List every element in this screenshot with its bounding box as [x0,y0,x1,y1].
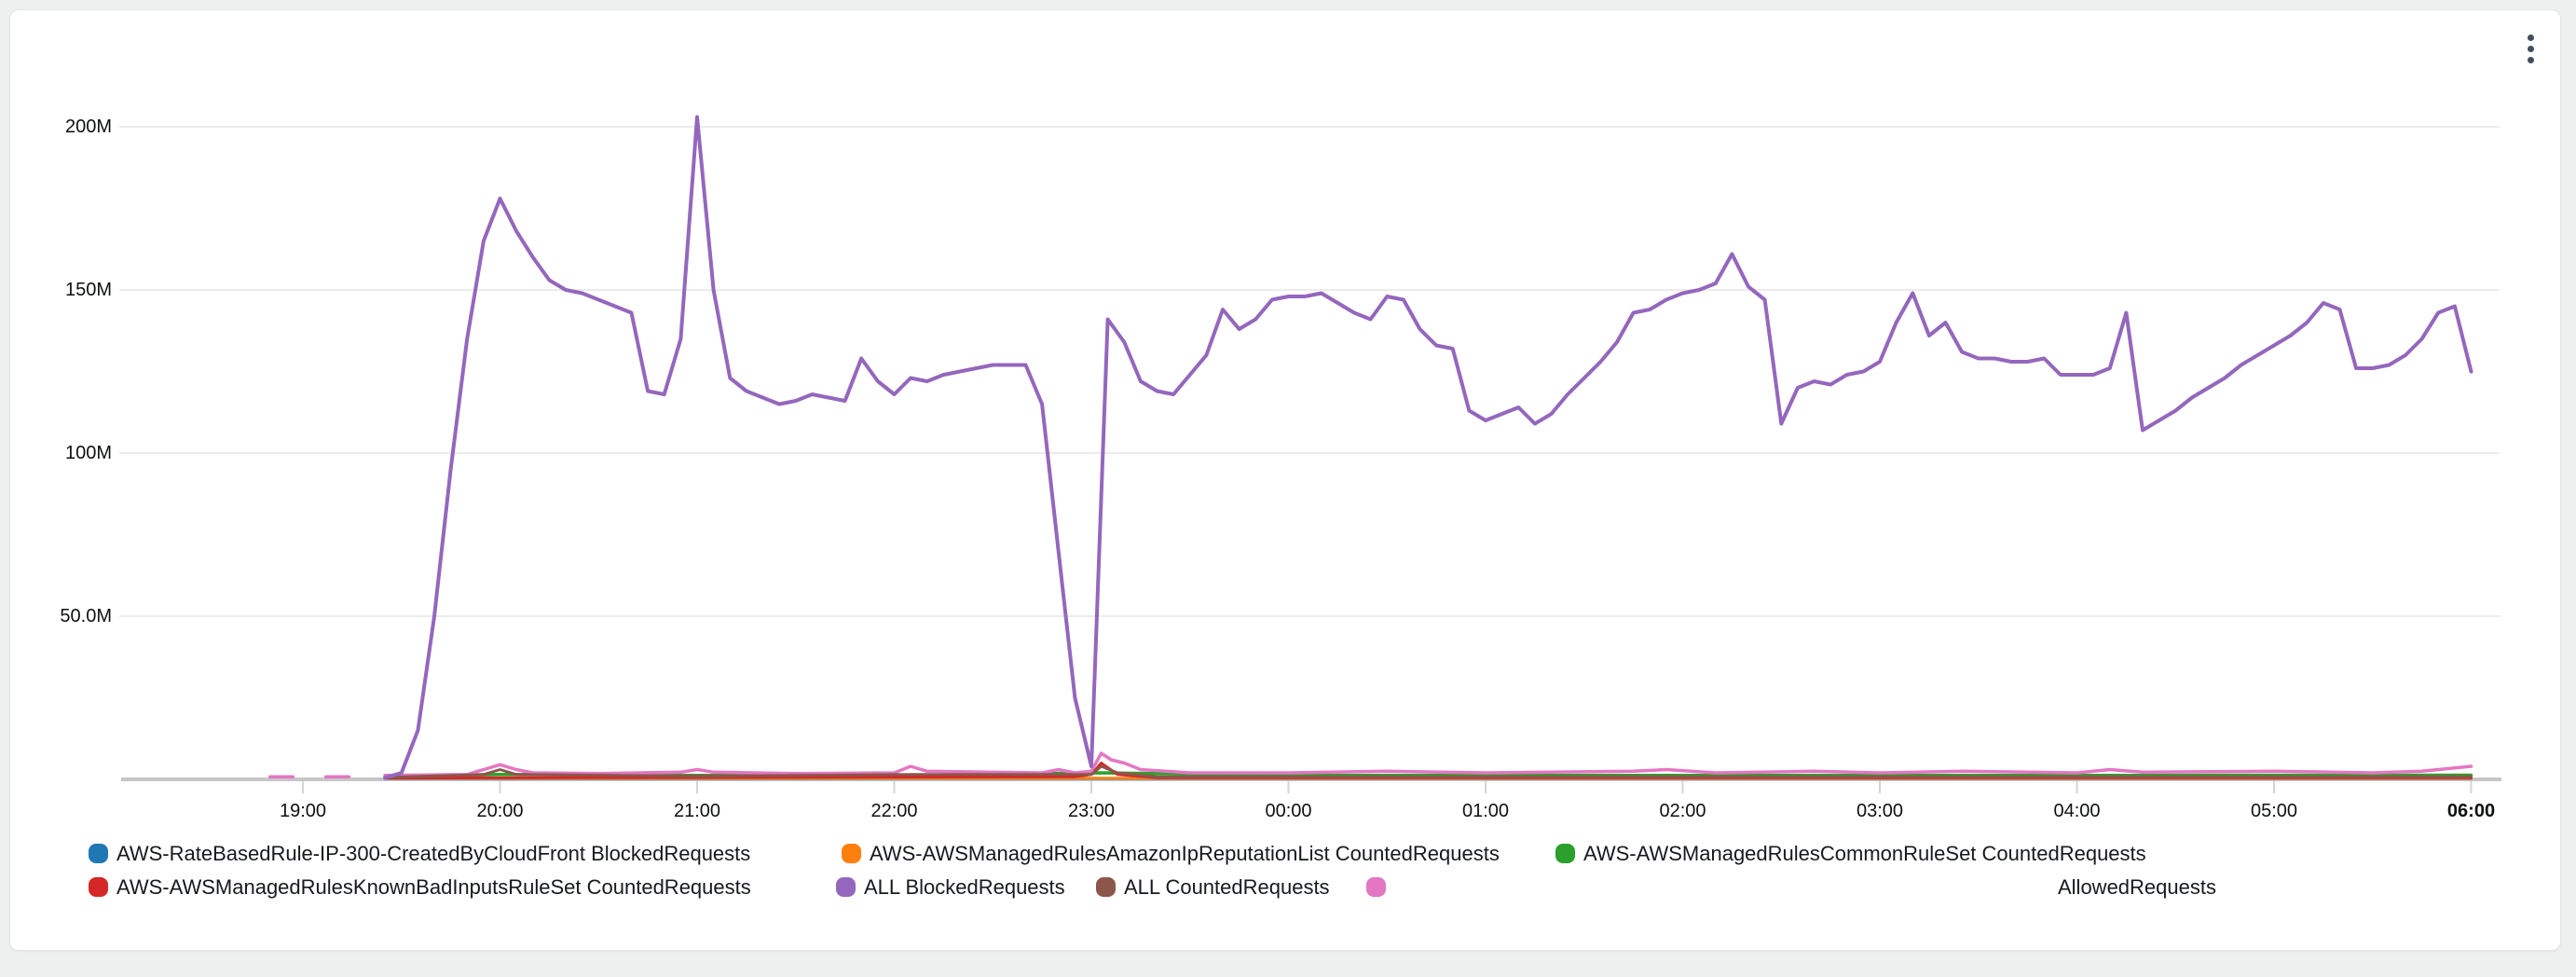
x-axis-tick-label: 23:00 [1067,801,1116,821]
series-all-countedrequests [383,764,2473,779]
legend-label: ALL BlockedRequests [864,874,1065,899]
legend-color-dot [836,877,856,897]
x-axis-tick-label: 00:00 [1265,801,1312,821]
series-allowedrequests [383,751,2473,777]
x-axis-tick-label: 06:00 [2446,801,2496,821]
legend-item-all-blockedrequests[interactable]: ALL BlockedRequests [836,874,1065,900]
x-axis-tick-label: 01:00 [1461,801,1510,821]
x-axis-tick-label: 02:00 [1659,801,1706,821]
x-axis-tick-label: 20:00 [476,801,524,821]
kebab-dot [2527,45,2534,52]
legend-item-knownbadinputsruleset-countedrequests[interactable]: AWS-AWSManagedRulesKnownBadInputsRuleSet… [89,874,751,900]
legend-color-dot [89,844,108,863]
metrics-widget-card [9,9,2561,951]
legend-label: AWS-AWSManagedRulesAmazonIpReputationLis… [870,841,1500,865]
legend-item-allowedrequests-dot[interactable] [1366,874,1386,900]
legend-color-dot [89,877,108,897]
legend-item-ratebasedrule-blockedrequests[interactable]: AWS-RateBasedRule-IP-300-CreatedByCloudF… [89,841,750,866]
legend-color-dot [1366,877,1386,897]
x-axis-tick-label: 19:00 [279,801,327,821]
x-axis-tick-label: 21:00 [673,801,721,821]
legend-color-dot [842,844,861,863]
x-axis-tick-label: 03:00 [1856,801,1904,821]
y-axis-tick-label: 100M [64,443,112,463]
legend-label: AWS-AWSManagedRulesCommonRuleSet Counted… [1583,841,2146,865]
legend-color-dot [1555,844,1575,863]
legend-item-allowedrequests-label[interactable]: AllowedRequests [2058,874,2216,900]
x-axis-tick-label: 22:00 [870,801,918,821]
legend-label: AWS-AWSManagedRulesKnownBadInputsRuleSet… [116,874,751,899]
legend-label: ALL CountedRequests [1124,874,1330,899]
legend-item-amazonipreputationlist-countedrequests[interactable]: AWS-AWSManagedRulesAmazonIpReputationLis… [842,841,1500,866]
legend-item-all-countedrequests[interactable]: ALL CountedRequests [1096,874,1330,900]
y-axis-tick-label: 150M [64,280,112,300]
legend-label: AllowedRequests [2058,874,2216,899]
widget-options-button[interactable] [2509,24,2552,73]
y-axis-tick-label: 200M [64,117,112,137]
x-axis-tick-label: 04:00 [2053,801,2101,821]
legend-item-commonruleset-countedrequests[interactable]: AWS-AWSManagedRulesCommonRuleSet Counted… [1555,841,2146,866]
series-all-blockedrequests [383,115,2473,780]
x-axis-tick-label: 05:00 [2250,801,2298,821]
kebab-dot [2527,56,2534,63]
kebab-dot [2527,34,2534,41]
y-axis-tick-label: 50.0M [60,606,112,626]
legend-color-dot [1096,877,1116,897]
legend-label: AWS-RateBasedRule-IP-300-CreatedByCloudF… [116,841,751,865]
